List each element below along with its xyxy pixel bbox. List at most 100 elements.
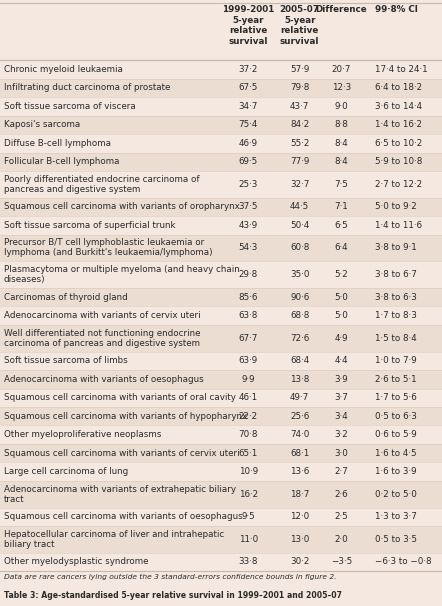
Text: 5·0: 5·0	[334, 293, 348, 302]
Text: 50·4: 50·4	[290, 221, 309, 230]
Text: Soft tissue sarcoma of viscera: Soft tissue sarcoma of viscera	[4, 102, 135, 111]
Text: 3·4: 3·4	[334, 411, 348, 421]
Text: 69·5: 69·5	[239, 158, 258, 166]
Text: 25·6: 25·6	[290, 411, 309, 421]
Bar	[0, 198, 442, 216]
Text: 6·5 to 10·2: 6·5 to 10·2	[375, 139, 422, 148]
Text: 44·5: 44·5	[290, 202, 309, 211]
Text: 29·8: 29·8	[239, 270, 258, 279]
Text: 13·0: 13·0	[290, 535, 309, 544]
Text: 63·9: 63·9	[239, 356, 258, 365]
Bar	[0, 370, 442, 388]
Text: 5·2: 5·2	[334, 270, 348, 279]
Text: 3·9: 3·9	[334, 375, 348, 384]
Bar	[0, 134, 442, 153]
Text: 57·9: 57·9	[290, 65, 309, 74]
Text: 3·8 to 6·3: 3·8 to 6·3	[375, 293, 417, 302]
Text: Plasmacytoma or multiple myeloma (and heavy chain
diseases): Plasmacytoma or multiple myeloma (and he…	[4, 265, 239, 284]
Bar	[0, 216, 442, 235]
Text: 1·0 to 7·9: 1·0 to 7·9	[375, 356, 416, 365]
Bar	[0, 307, 442, 325]
Text: Table 3: Age-standardised 5-year relative survival in 1999–2001 and 2005–07: Table 3: Age-standardised 5-year relativ…	[4, 591, 342, 601]
Bar	[0, 508, 442, 526]
Text: 90·6: 90·6	[290, 293, 309, 302]
Text: 2·7 to 12·2: 2·7 to 12·2	[375, 180, 422, 189]
Text: 11·0: 11·0	[239, 535, 258, 544]
Text: 35·0: 35·0	[290, 270, 309, 279]
Bar	[0, 153, 442, 171]
Text: 13·8: 13·8	[290, 375, 309, 384]
Text: Large cell carcinoma of lung: Large cell carcinoma of lung	[4, 467, 128, 476]
Text: 33·8: 33·8	[239, 558, 258, 567]
Text: 77·9: 77·9	[290, 158, 309, 166]
Text: 60·8: 60·8	[290, 244, 309, 253]
Text: 6·4 to 18·2: 6·4 to 18·2	[375, 84, 422, 93]
Text: Soft tissue sarcoma of superficial trunk: Soft tissue sarcoma of superficial trunk	[4, 221, 175, 230]
Text: 70·8: 70·8	[239, 430, 258, 439]
Text: Infiltrating duct carcinoma of prostate: Infiltrating duct carcinoma of prostate	[4, 84, 170, 93]
Text: Carcinomas of thyroid gland: Carcinomas of thyroid gland	[4, 293, 127, 302]
Bar	[0, 526, 442, 553]
Text: 4·9: 4·9	[335, 334, 348, 343]
Text: 2005-07
5-year
relative
survival: 2005-07 5-year relative survival	[280, 5, 320, 46]
Text: 2·6: 2·6	[335, 490, 348, 499]
Text: 46·1: 46·1	[239, 393, 258, 402]
Text: 2·0: 2·0	[334, 535, 348, 544]
Text: Squamous cell carcinoma with variants of hypopharynx: Squamous cell carcinoma with variants of…	[4, 411, 247, 421]
Text: Other myeloproliferative neoplasms: Other myeloproliferative neoplasms	[4, 430, 161, 439]
Text: 1·6 to 4·5: 1·6 to 4·5	[375, 448, 416, 458]
Text: 9·0: 9·0	[334, 102, 348, 111]
Text: 3·6 to 14·4: 3·6 to 14·4	[375, 102, 422, 111]
Text: Adenocarcinoma with variants of oesophagus: Adenocarcinoma with variants of oesophag…	[4, 375, 203, 384]
Text: 75·4: 75·4	[239, 121, 258, 129]
Text: 0·5 to 3·5: 0·5 to 3·5	[375, 535, 417, 544]
Text: 1·5 to 8·4: 1·5 to 8·4	[375, 334, 416, 343]
Text: 99·8% CI: 99·8% CI	[375, 5, 418, 14]
Bar	[0, 481, 442, 508]
Text: 55·2: 55·2	[290, 139, 309, 148]
Text: 63·8: 63·8	[239, 311, 258, 320]
Bar	[0, 425, 442, 444]
Text: 22·2: 22·2	[239, 411, 258, 421]
Text: 2·7: 2·7	[334, 467, 348, 476]
Bar	[0, 407, 442, 425]
Text: Follicular B-cell lymphoma: Follicular B-cell lymphoma	[4, 158, 119, 166]
Text: 37·5: 37·5	[239, 202, 258, 211]
Bar	[0, 444, 442, 462]
Text: 8·4: 8·4	[334, 139, 348, 148]
Bar	[0, 60, 442, 79]
Text: Chronic myeloid leukaemia: Chronic myeloid leukaemia	[4, 65, 122, 74]
Text: 18·7: 18·7	[290, 490, 309, 499]
Text: 65·1: 65·1	[239, 448, 258, 458]
Text: 34·7: 34·7	[239, 102, 258, 111]
Text: 3·7: 3·7	[334, 393, 348, 402]
Text: 9·5: 9·5	[241, 512, 255, 521]
Text: Well differentiated not functioning endocrine
carcinoma of pancreas and digestiv: Well differentiated not functioning endo…	[4, 329, 200, 348]
Text: 46·9: 46·9	[239, 139, 258, 148]
Bar	[0, 79, 442, 97]
Text: 10·9: 10·9	[239, 467, 258, 476]
Text: 1999-2001
5-year
relative
survival: 1999-2001 5-year relative survival	[222, 5, 274, 46]
Text: 6·4: 6·4	[335, 244, 348, 253]
Bar	[0, 3, 442, 60]
Text: 13·6: 13·6	[290, 467, 309, 476]
Text: 16·2: 16·2	[239, 490, 258, 499]
Bar	[0, 235, 442, 261]
Text: 12·3: 12·3	[332, 84, 351, 93]
Text: 17·4 to 24·1: 17·4 to 24·1	[375, 65, 427, 74]
Text: 67·5: 67·5	[239, 84, 258, 93]
Text: Diffuse B-cell lymphoma: Diffuse B-cell lymphoma	[4, 139, 110, 148]
Text: 0·2 to 5·0: 0·2 to 5·0	[375, 490, 417, 499]
Text: 68·8: 68·8	[290, 311, 309, 320]
Text: Poorly differentiated endocrine carcinoma of
pancreas and digestive system: Poorly differentiated endocrine carcinom…	[4, 175, 199, 194]
Text: 37·2: 37·2	[239, 65, 258, 74]
Text: 5·0 to 9·2: 5·0 to 9·2	[375, 202, 416, 211]
Text: 1·4 to 16·2: 1·4 to 16·2	[375, 121, 422, 129]
Text: 8·4: 8·4	[334, 158, 348, 166]
Text: Soft tissue sarcoma of limbs: Soft tissue sarcoma of limbs	[4, 356, 127, 365]
Text: Adenocarcinoma with variants of cervix uteri: Adenocarcinoma with variants of cervix u…	[4, 311, 200, 320]
Text: 3·2: 3·2	[334, 430, 348, 439]
Text: 3·0: 3·0	[334, 448, 348, 458]
Text: 2·6 to 5·1: 2·6 to 5·1	[375, 375, 416, 384]
Text: 5·0: 5·0	[334, 311, 348, 320]
